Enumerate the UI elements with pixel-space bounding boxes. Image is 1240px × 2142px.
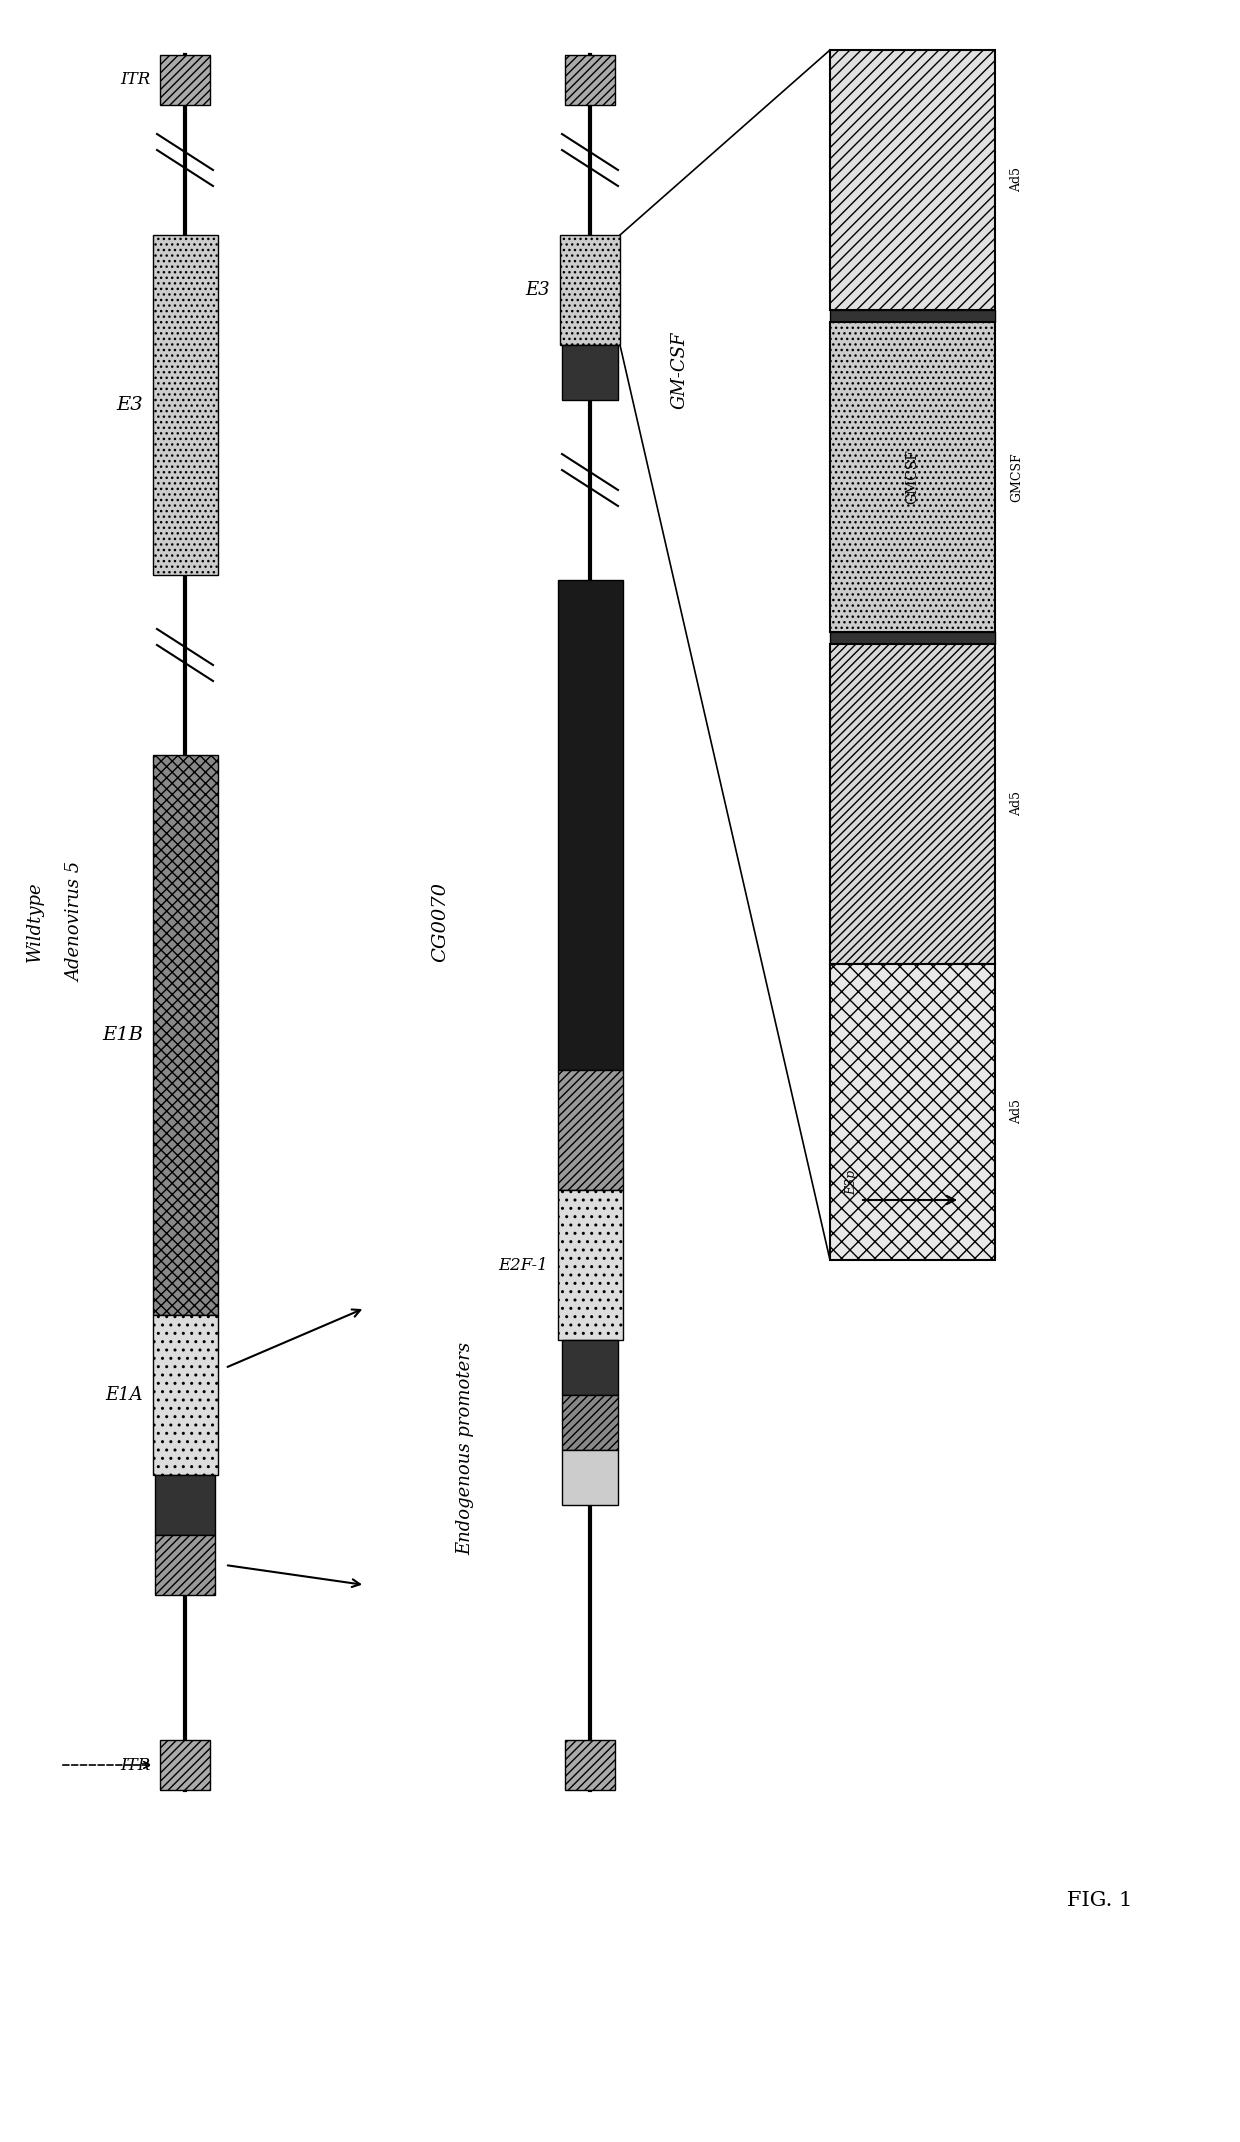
Bar <box>830 311 994 321</box>
Bar <box>565 56 615 105</box>
Bar <box>562 345 618 401</box>
Bar <box>830 49 994 311</box>
Bar <box>558 1071 622 1191</box>
Bar <box>562 1394 618 1450</box>
Bar <box>560 236 620 345</box>
Bar <box>565 1739 615 1791</box>
Text: CG0070: CG0070 <box>432 883 449 962</box>
Text: Ad5: Ad5 <box>1011 793 1023 816</box>
Bar <box>153 754 218 1315</box>
Bar <box>155 1476 215 1536</box>
Text: Adenovirus 5: Adenovirus 5 <box>66 861 84 983</box>
Text: GMCSF: GMCSF <box>905 450 919 506</box>
Text: FIG. 1: FIG. 1 <box>1068 1891 1132 1909</box>
Bar <box>830 645 994 964</box>
Bar <box>558 580 622 1071</box>
Text: ITR: ITR <box>120 71 150 88</box>
Text: Wildtype: Wildtype <box>26 883 43 962</box>
Bar <box>558 1191 622 1341</box>
Text: E3: E3 <box>526 281 551 300</box>
Bar <box>830 321 994 632</box>
Bar <box>160 56 210 105</box>
Bar <box>830 632 994 645</box>
Text: GMCSF: GMCSF <box>1011 452 1023 501</box>
Text: E2F-1: E2F-1 <box>498 1257 548 1274</box>
Text: Endogenous promoters: Endogenous promoters <box>456 1341 474 1555</box>
Text: ITR: ITR <box>120 1756 150 1774</box>
Text: Ad5: Ad5 <box>1011 167 1023 193</box>
Text: Ad5: Ad5 <box>1011 1099 1023 1125</box>
Text: E1B: E1B <box>102 1026 143 1043</box>
Bar <box>160 1739 210 1791</box>
Text: E3p: E3p <box>844 1170 858 1195</box>
Bar <box>562 1341 618 1394</box>
Bar <box>155 1536 215 1596</box>
Bar <box>562 1450 618 1506</box>
Text: E3: E3 <box>117 396 143 413</box>
Bar <box>153 1315 218 1476</box>
Bar <box>153 236 218 574</box>
Text: GM-CSF: GM-CSF <box>671 332 689 409</box>
Bar <box>830 964 994 1259</box>
Text: E1A: E1A <box>105 1386 143 1403</box>
